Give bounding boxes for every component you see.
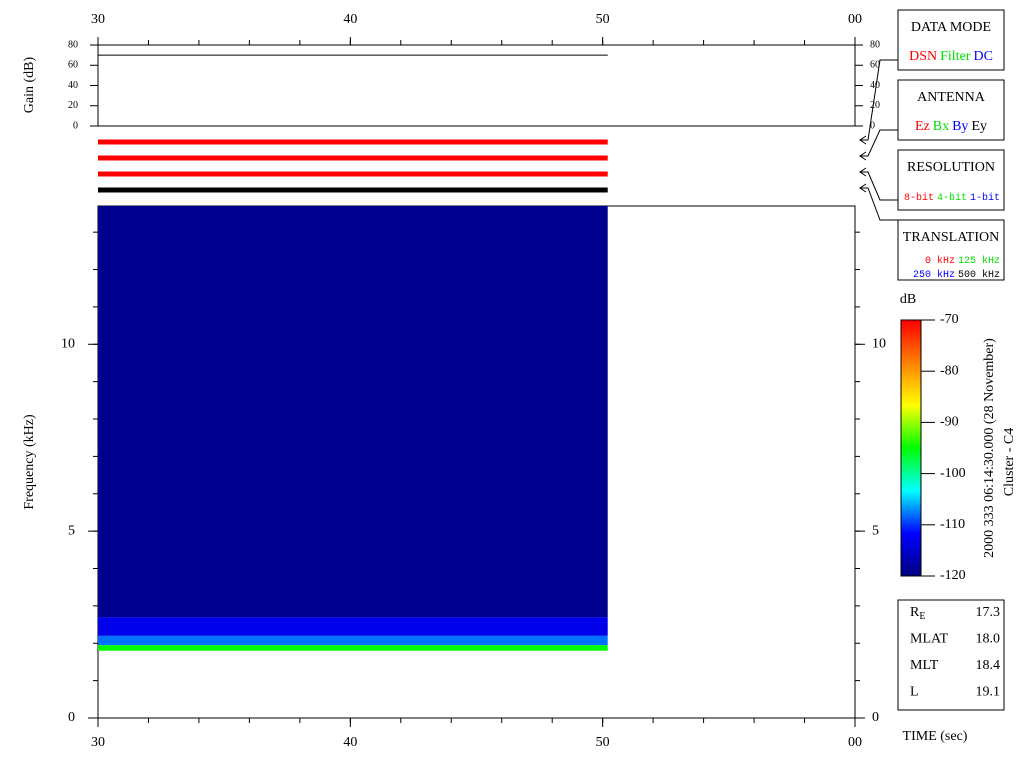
gain-tick-label: 80 xyxy=(870,39,880,50)
legend-item: Ey xyxy=(971,119,987,134)
x-axis-label: TIME (sec) xyxy=(903,729,968,744)
spectrogram-cell xyxy=(98,617,608,636)
x-tick-label: 00 xyxy=(848,735,862,750)
info-label-main: MLT xyxy=(910,658,939,673)
gain-tick-label: 0 xyxy=(870,120,875,131)
legend-item: 4-bit xyxy=(937,192,967,204)
legend-item: 500 kHz xyxy=(958,269,1000,281)
info-label: RE xyxy=(910,605,925,622)
info-value: 18.0 xyxy=(976,632,1001,647)
gain-frame xyxy=(97,44,856,127)
gain-tick-label: 20 xyxy=(870,100,880,111)
info-label: MLAT xyxy=(910,632,949,647)
colorbar-tick-label: -80 xyxy=(940,363,959,378)
colorbar-label: dB xyxy=(900,292,916,307)
legend-row: 0 kHz 125 kHz xyxy=(925,255,1000,267)
legend-arrow xyxy=(860,129,898,157)
legend-row: DSN Filter DC xyxy=(909,49,993,64)
spectrogram-cell xyxy=(98,206,608,618)
legend-item: Filter xyxy=(940,49,971,64)
gain-tick-label: 60 xyxy=(870,60,880,71)
legend-item: 1-bit xyxy=(970,192,1000,204)
legend-title: DATA MODE xyxy=(911,20,991,35)
gain-tick-label: 40 xyxy=(68,80,78,91)
legend-arrow xyxy=(860,187,898,221)
spacecraft-label: Cluster - C4 xyxy=(1002,428,1017,496)
legend-item: Bx xyxy=(933,119,949,134)
gain-tick-label: 80 xyxy=(68,39,78,50)
x-tick-label: 50 xyxy=(596,12,610,27)
legend-title: RESOLUTION xyxy=(907,160,995,175)
gain-tick-label: 60 xyxy=(68,60,78,71)
legend-item: 0 kHz xyxy=(925,255,955,267)
legend-item: DC xyxy=(973,49,992,64)
legend-box xyxy=(897,9,1005,71)
x-tick-label: 40 xyxy=(343,735,357,750)
gain-tick-label: 0 xyxy=(73,120,78,131)
legend-title: TRANSLATION xyxy=(903,230,999,245)
colorbar-tick-label: -110 xyxy=(940,517,965,532)
info-box xyxy=(897,599,1005,711)
colorbar-tick-label: -100 xyxy=(940,466,966,481)
x-tick-label: 30 xyxy=(91,735,105,750)
legend-arrow xyxy=(860,171,898,201)
legend-box xyxy=(897,149,1005,211)
gain-tick-label: 20 xyxy=(68,100,78,111)
colorbar-tick-label: -70 xyxy=(940,312,959,327)
spectrogram-cell xyxy=(98,635,608,646)
frequency-axis-label: Frequency (kHz) xyxy=(22,414,37,510)
x-tick-label: 00 xyxy=(848,12,862,27)
colorbar xyxy=(900,319,922,577)
info-value: 18.4 xyxy=(976,658,1001,673)
info-value: 19.1 xyxy=(976,685,1001,700)
info-label-sub: E xyxy=(919,611,925,622)
gain-axis-label: Gain (dB) xyxy=(22,56,37,113)
arrow-head xyxy=(859,151,867,161)
spectrogram-cell xyxy=(98,645,608,651)
legend-item: Ez xyxy=(915,119,930,134)
colorbar-tick-label: -90 xyxy=(940,415,959,430)
y-tick-label: 5 xyxy=(68,523,75,538)
y-tick-label: 10 xyxy=(872,336,886,351)
legend-arrow xyxy=(860,59,898,141)
legend-item: DSN xyxy=(909,49,937,64)
info-label-main: R xyxy=(910,605,920,620)
date-label: 2000 333 06:14:30.000 (28 November) xyxy=(982,338,997,558)
gain-tick-label: 40 xyxy=(870,80,880,91)
legend-row: Ez Bx By Ey xyxy=(915,119,987,134)
legend-row: 8-bit 4-bit 1-bit xyxy=(904,192,1000,204)
legend-item: 250 kHz xyxy=(913,269,955,281)
info-label-main: MLAT xyxy=(910,632,949,647)
y-tick-label: 0 xyxy=(68,710,75,725)
info-label: MLT xyxy=(910,658,939,673)
colorbar-tick-label: -120 xyxy=(940,568,966,583)
legend-item: By xyxy=(952,119,968,134)
legend-box xyxy=(897,219,1005,281)
arrow-head xyxy=(859,183,867,193)
info-label: L xyxy=(910,685,919,700)
x-tick-label: 30 xyxy=(91,12,105,27)
legend-box xyxy=(897,79,1005,141)
legend-item: 125 kHz xyxy=(958,255,1000,267)
legend-row: 250 kHz 500 kHz xyxy=(913,269,1000,281)
info-value: 17.3 xyxy=(976,605,1001,620)
legend-title: ANTENNA xyxy=(917,90,986,105)
y-tick-label: 0 xyxy=(872,710,879,725)
arrow-head xyxy=(859,167,867,177)
legend-item: 8-bit xyxy=(904,192,934,204)
y-tick-label: 10 xyxy=(61,336,75,351)
info-label-main: L xyxy=(910,685,919,700)
x-tick-label: 50 xyxy=(596,735,610,750)
y-tick-label: 5 xyxy=(872,523,879,538)
arrow-head xyxy=(859,135,867,145)
x-tick-label: 40 xyxy=(343,12,357,27)
